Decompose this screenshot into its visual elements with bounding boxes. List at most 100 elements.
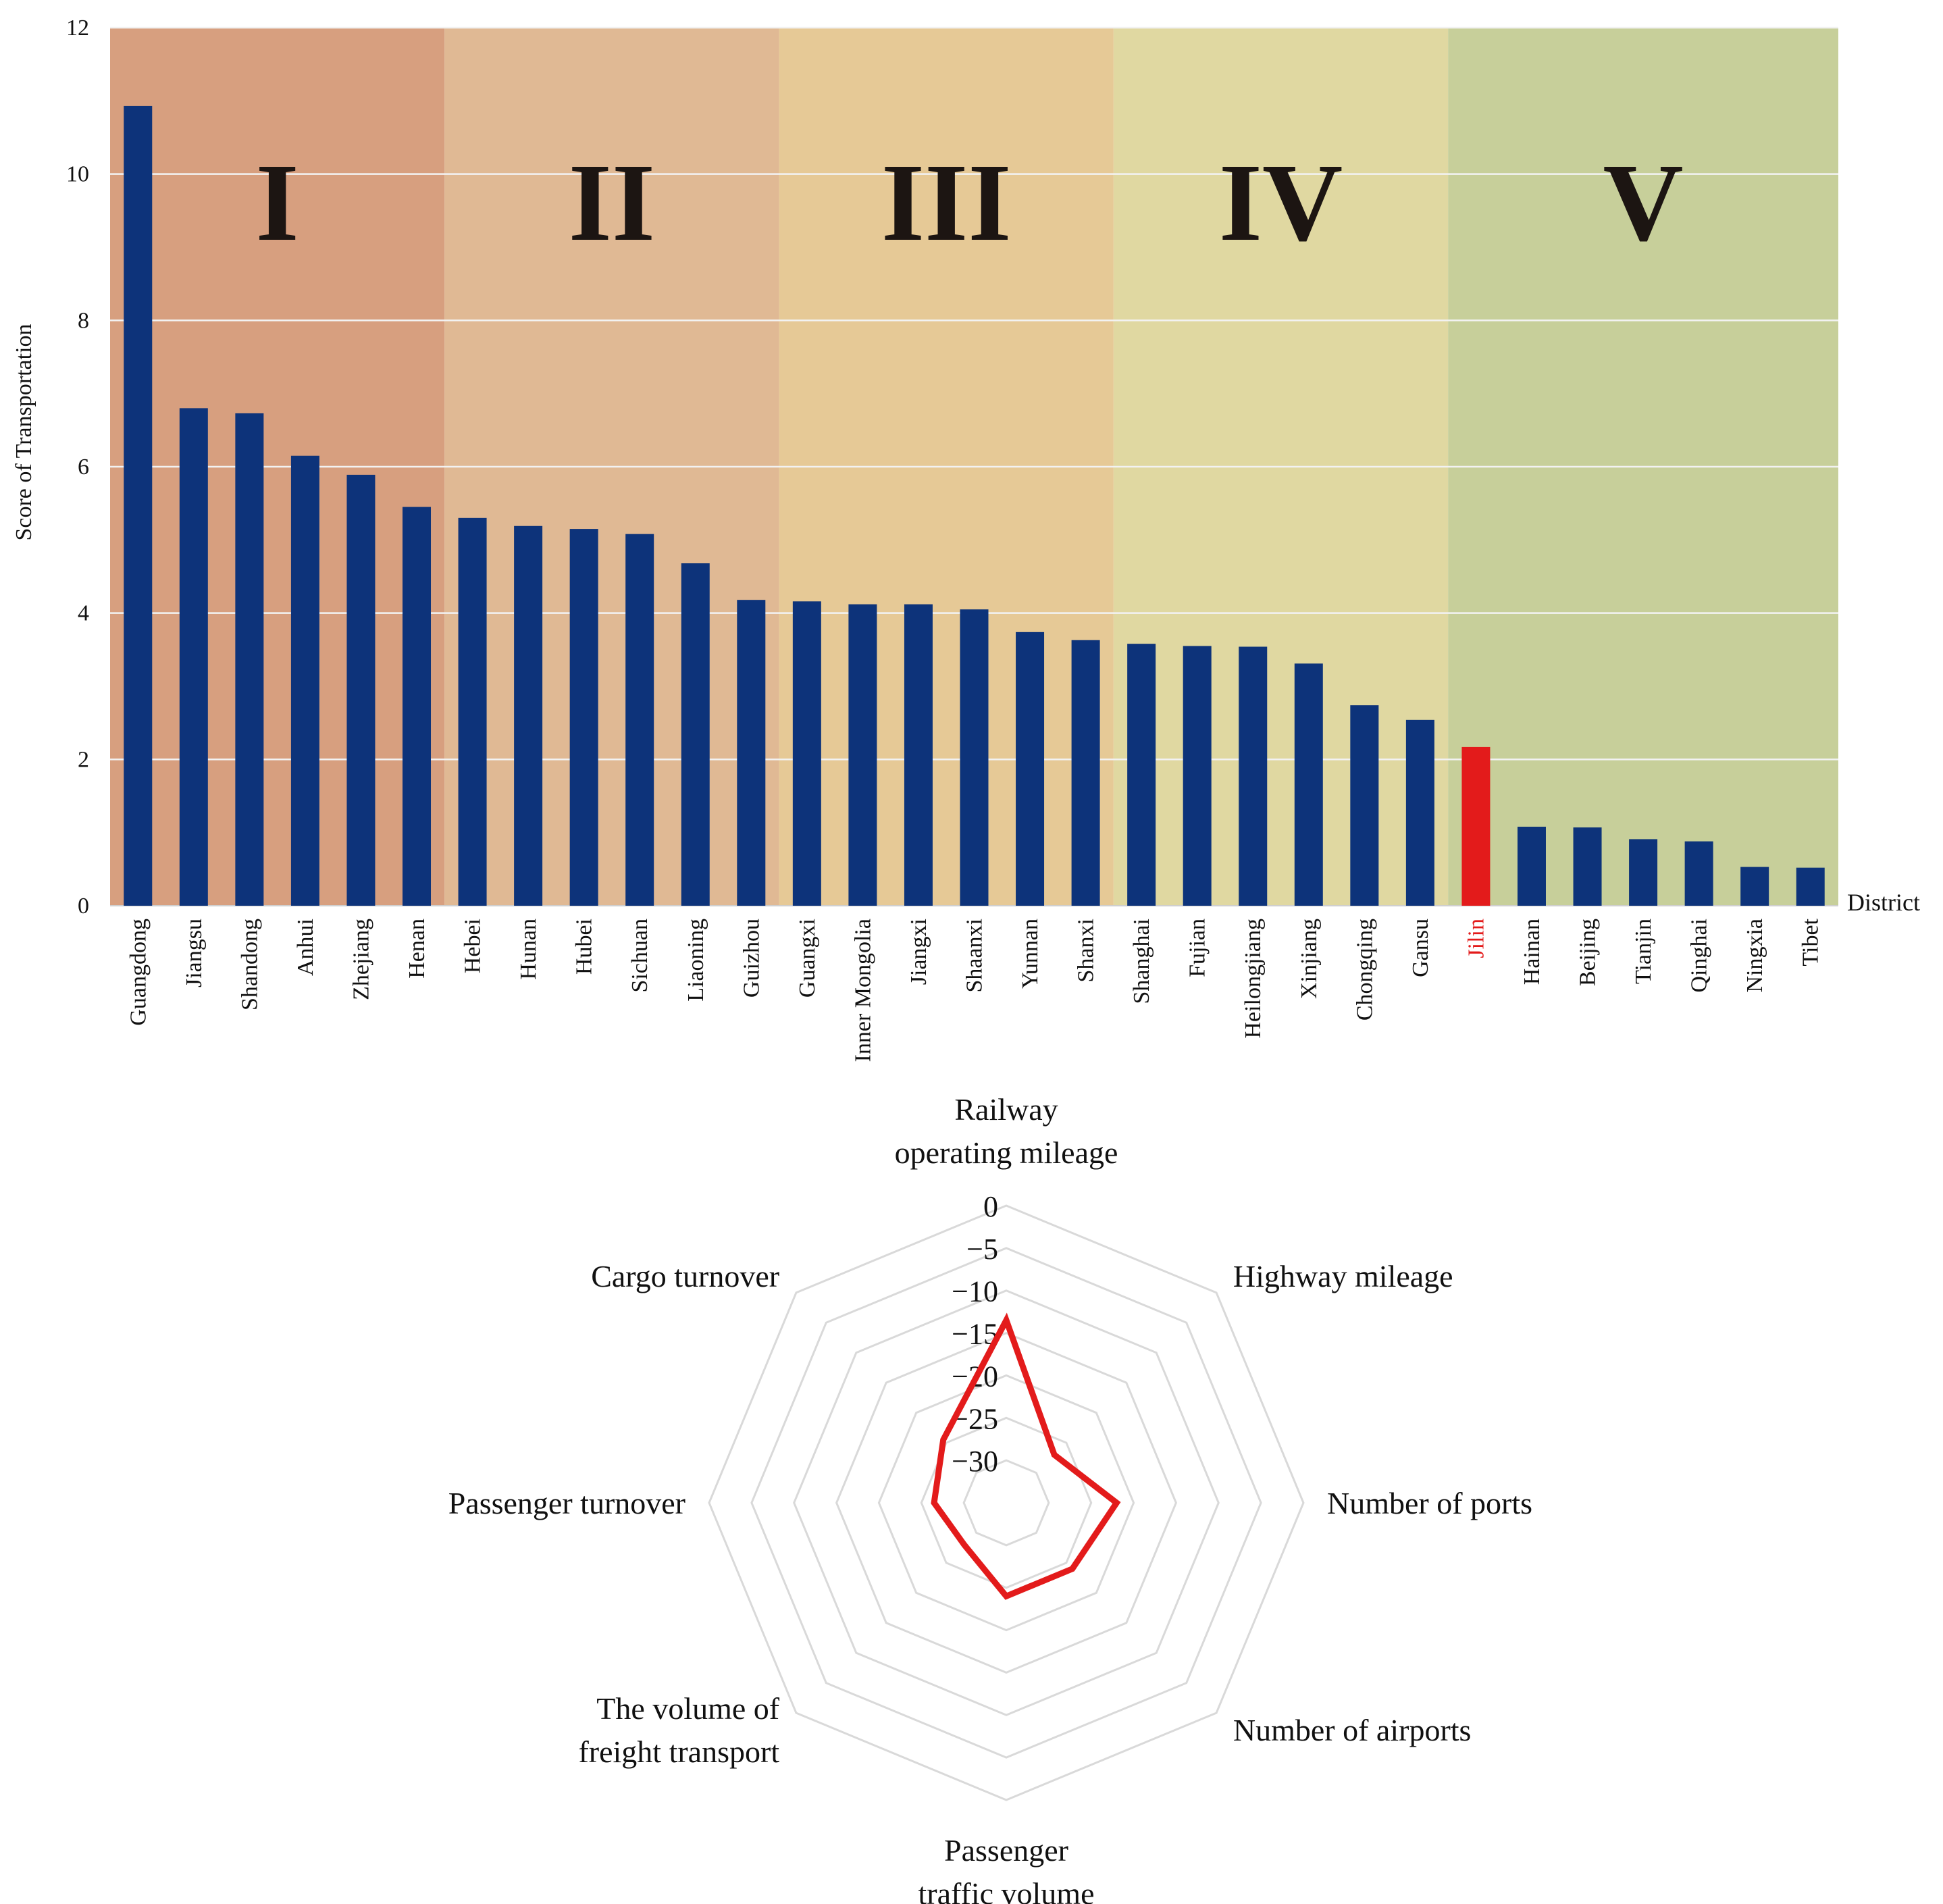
x-tick-label-heilongjiang: Heilongjiang [1241, 919, 1266, 1039]
x-tick-label-jilin: Jilin [1463, 919, 1488, 958]
bar-tianjin [1629, 839, 1658, 906]
x-tick-label-chongqing: Chongqing [1352, 919, 1377, 1021]
x-tick-label-tibet: Tibet [1798, 918, 1823, 966]
y-tick-label: 8 [78, 308, 89, 333]
x-tick-label-qinghai: Qinghai [1687, 919, 1712, 993]
bar-guizhou [737, 600, 766, 906]
group-label-ii: II [569, 140, 655, 264]
bar-zhejiang [346, 474, 375, 906]
x-tick-label-gansu: Gansu [1408, 919, 1433, 977]
bar-shanghai [1127, 644, 1156, 906]
x-tick-label-fujian: Fujian [1185, 919, 1210, 977]
bar-yunnan [1016, 632, 1045, 906]
x-tick-label-henan: Henan [405, 919, 430, 979]
radar-ring [793, 1289, 1220, 1716]
group-label-v: V [1603, 140, 1683, 264]
bar-guangxi [792, 601, 821, 906]
x-tick-label-hunan: Hunan [516, 919, 541, 980]
bar-tibet [1796, 867, 1825, 906]
x-axis-label: District [1847, 889, 1920, 916]
radar-axis-label-railway-operating-mileage: Railway [954, 1092, 1058, 1127]
bar-hubei [569, 529, 598, 906]
y-tick-label: 12 [66, 16, 89, 41]
bar-ningxia [1740, 867, 1769, 906]
radar-axis-label-passenger-turnover: Passenger turnover [448, 1486, 685, 1520]
radar-ring [962, 1459, 1050, 1547]
bar-beijing [1573, 827, 1602, 906]
bar-jiangxi [904, 604, 933, 906]
x-tick-label-guizhou: Guizhou [739, 919, 764, 998]
radar-tick-labels: 0−5−10−15−20−25−30 [952, 1190, 998, 1478]
radar-series [931, 1312, 1121, 1600]
radar-tick-label: 0 [983, 1190, 998, 1223]
bar-guangdong [124, 105, 153, 906]
bar-hainan [1517, 827, 1546, 906]
bar-sichuan [625, 534, 654, 906]
x-tick-label-ningxia: Ningxia [1742, 919, 1767, 993]
x-tick-label-jiangsu: Jiangsu [182, 919, 207, 987]
radar-axis-label-highway-mileage: Highway mileage [1233, 1259, 1453, 1293]
x-tick-label-yunnan: Yunnan [1018, 919, 1043, 989]
x-tick-label-zhejiang: Zhejiang [348, 919, 373, 1000]
radar-axis-label-passenger-traffic-volume: Passenger [944, 1833, 1068, 1868]
bar-shanxi [1071, 640, 1100, 906]
y-tick-label: 0 [78, 894, 89, 919]
radar-tick-label: −30 [952, 1445, 998, 1478]
radar-axis-label-passenger-traffic-volume: traffic volume [918, 1876, 1095, 1904]
bar-shandong [235, 413, 264, 906]
y-tick-label: 6 [78, 455, 89, 480]
y-tick-label: 2 [78, 747, 89, 772]
x-tick-label-jiangxi: Jiangxi [906, 919, 931, 985]
bar-xinjiang [1294, 663, 1323, 906]
bar-hunan [514, 525, 543, 906]
group-labels: I II III IV V [256, 140, 1684, 264]
bar-anhui [290, 455, 319, 906]
radar-ring [750, 1247, 1262, 1759]
radar-ring [920, 1416, 1093, 1589]
x-tick-label-hubei: Hubei [572, 919, 597, 975]
radar-axis-labels: Railway operating mileage Highway mileage N… [448, 1092, 1532, 1904]
x-tick-label-shandong: Shandong [237, 919, 262, 1010]
radar-grid [708, 1204, 1305, 1801]
group-label-i: I [256, 140, 299, 264]
bar-jiangsu [179, 408, 208, 906]
x-tick-label-xinjiang: Xinjiang [1297, 919, 1322, 999]
y-tick-label: 4 [78, 601, 89, 626]
x-tick-label-shanghai: Shanghai [1129, 919, 1154, 1004]
bar-shaanxi [960, 609, 989, 906]
bar-inner-mongolia [848, 604, 877, 906]
x-tick-label-sichuan: Sichuan [627, 919, 652, 993]
radar-axis-label-the-volume-of-freight-transport: The volume of [596, 1691, 779, 1726]
bar-jilin [1461, 746, 1491, 906]
bar-liaoning [681, 563, 710, 906]
radar-axis-label-cargo-turnover: Cargo turnover [591, 1259, 779, 1293]
x-tick-label-guangdong: Guangdong [126, 919, 151, 1026]
x-tick-label-hebei: Hebei [461, 919, 486, 973]
x-tick-label-liaoning: Liaoning [683, 919, 708, 1002]
x-tick-label-beijing: Beijing [1576, 919, 1601, 986]
radar-axis-label-number-of-ports: Number of ports [1327, 1486, 1532, 1520]
x-tick-label-hainan: Hainan [1520, 919, 1545, 985]
x-tick-label-guangxi: Guangxi [795, 919, 820, 998]
bar-henan [403, 507, 432, 906]
bar-chongqing [1350, 705, 1379, 906]
y-tick-label: 10 [66, 162, 89, 187]
radar-ring [877, 1374, 1135, 1632]
bar-fujian [1183, 646, 1212, 906]
group-label-iii: III [881, 140, 1012, 264]
radar-axis-label-railway-operating-mileage: operating mileage [895, 1135, 1118, 1170]
radar-ring [835, 1331, 1178, 1674]
radar-axis-label-the-volume-of-freight-transport: freight transport [578, 1734, 779, 1769]
bar-heilongjiang [1239, 646, 1268, 906]
x-tick-label-inner-mongolia: Inner Mongolia [850, 919, 875, 1062]
radar-series-line [931, 1312, 1121, 1600]
x-tick-label-tianjin: Tianjin [1631, 919, 1656, 984]
y-tick-labels: 0 2 4 6 8 10 12 [66, 16, 89, 919]
x-tick-label-shanxi: Shanxi [1074, 919, 1099, 982]
radar-tick-label: −5 [966, 1233, 998, 1266]
radar-ring [708, 1204, 1305, 1801]
y-axis-label: Score of Transportation [11, 324, 36, 540]
